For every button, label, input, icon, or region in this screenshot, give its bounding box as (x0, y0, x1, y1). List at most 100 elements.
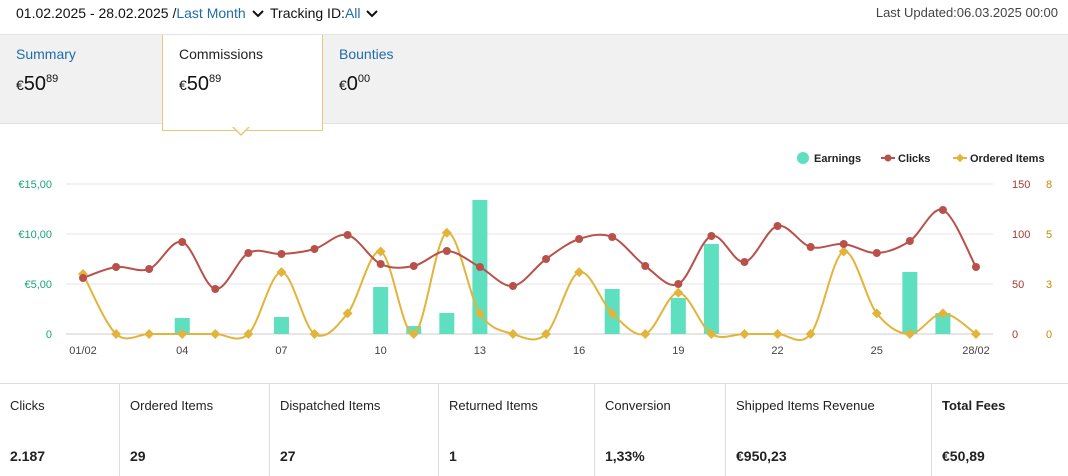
stat-clicks: Clicks 2.187 (0, 384, 120, 476)
ordered-items-point (772, 329, 783, 339)
clicks-point (475, 263, 484, 271)
stat-value: 1,33% (605, 448, 645, 464)
tab-commissions[interactable]: Commissions €5089 (162, 35, 323, 131)
ordered-items-point (607, 308, 618, 319)
y-right-clicks-tick-label: 0 (1012, 329, 1018, 341)
tab-summary[interactable]: Summary €5089 (0, 35, 162, 125)
earnings-bar (670, 298, 686, 334)
clicks-point (938, 206, 947, 214)
clicks-point (244, 249, 253, 257)
ordered-items-point (276, 267, 287, 278)
chart-grid (66, 183, 993, 335)
ordered-items-point (706, 329, 717, 339)
stat-value: 1 (449, 448, 457, 464)
clicks-point (641, 262, 650, 270)
earnings-bar (174, 318, 190, 334)
clicks-point (905, 237, 914, 245)
x-tick-label: 07 (275, 345, 287, 357)
clicks-point (409, 262, 418, 270)
ordered-items-point (574, 267, 585, 278)
stat-value: €950,23 (736, 448, 787, 464)
legend-item[interactable]: Earnings (797, 152, 861, 165)
clicks-point (773, 222, 782, 230)
tab-summary-amount: €5089 (16, 73, 59, 95)
y-left-tick-label: €15,00 (18, 179, 52, 191)
y-right-clicks-tick-label: 100 (1012, 229, 1030, 241)
legend-label: Clicks (898, 153, 930, 165)
x-tick-label: 04 (176, 345, 188, 357)
ordered-items-point (838, 246, 849, 257)
stat-label: Returned Items (449, 398, 538, 413)
ordered-items-point (937, 308, 948, 319)
chart-svg: 0 €5,00 €10,00 €15,00 0 50 100 150 0 3 5 8 01/02 04 07… (18, 152, 1052, 357)
last-updated-text: Last Updated:06.03.2025 00:00 (875, 5, 1058, 20)
clicks-point (740, 258, 749, 266)
stat-value: 29 (130, 448, 146, 464)
tab-commissions-amount: €5089 (179, 73, 222, 95)
chevron-down-icon[interactable] (251, 9, 264, 19)
ordered-items-point (243, 329, 254, 339)
stat-value: €50,89 (942, 448, 985, 464)
ordered-items-point (541, 329, 551, 339)
chart-points (78, 206, 981, 339)
tracking-id-selector[interactable]: Tracking ID:All (270, 5, 379, 21)
legend-label: Earnings (814, 153, 861, 165)
y-right-items-tick-label: 8 (1046, 179, 1052, 191)
ordered-items-point (871, 308, 882, 319)
clicks-point (79, 274, 87, 282)
ordered-items-point (673, 287, 684, 298)
earnings-bar (273, 317, 289, 334)
stat-label: Total Fees (942, 398, 1006, 413)
earnings-bar (373, 287, 389, 334)
y-left-tick-label: €10,00 (18, 229, 52, 241)
chevron-down-icon[interactable] (366, 9, 379, 19)
stat-label: Conversion (605, 398, 671, 413)
legend-clicks-swatch-dot (884, 154, 892, 162)
y-left-tick-label: €5,00 (24, 279, 52, 291)
active-tab-caret (232, 126, 250, 136)
clicks-point (343, 231, 352, 239)
date-range-text: 01.02.2025 - 28.02.2025 / (16, 5, 177, 21)
ordered-items-point (971, 329, 981, 339)
stat-label: Ordered Items (130, 398, 214, 413)
x-tick-label: 28/02 (962, 345, 990, 357)
ordered-items-point (210, 329, 221, 339)
ordered-items-point (441, 227, 452, 238)
chart-legend: Earnings Clicks Ordered Items (797, 152, 1045, 165)
stat-dispatched-items: Dispatched Items 27 (270, 384, 439, 476)
x-tick-label: 16 (573, 345, 585, 357)
clicks-point (112, 263, 121, 271)
clicks-point (442, 247, 451, 255)
date-range-selector[interactable]: 01.02.2025 - 28.02.2025 /Last Month (16, 5, 264, 21)
x-tick-label: 19 (672, 345, 684, 357)
period-dropdown-label[interactable]: Last Month (176, 5, 246, 21)
clicks-point (211, 285, 220, 293)
tracking-id-value[interactable]: All (344, 5, 361, 21)
stat-label: Clicks (10, 398, 45, 413)
legend-item[interactable]: Clicks (881, 153, 930, 165)
legend-item[interactable]: Ordered Items (953, 153, 1045, 165)
earnings-chart: 0 €5,00 €10,00 €15,00 0 50 100 150 0 3 5 8 01/02 04 07… (0, 124, 1068, 382)
legend-items-swatch-diamond (955, 153, 965, 163)
clicks-point (542, 255, 551, 263)
ordered-items-point (805, 329, 816, 339)
clicks-point (707, 232, 716, 240)
earnings-bar (439, 313, 455, 334)
stat-label: Shipped Items Revenue (736, 398, 875, 413)
ordered-items-point (144, 329, 155, 339)
clicks-point (310, 245, 319, 253)
y-right-clicks-tick-label: 50 (1012, 279, 1024, 291)
stat-returned-items: Returned Items 1 (439, 384, 595, 476)
stat-ordered-items: Ordered Items 29 (120, 384, 270, 476)
stat-total-fees: Total Fees €50,89 (932, 384, 1068, 476)
stat-conversion: Conversion 1,33% (595, 384, 726, 476)
earnings-bar (935, 313, 951, 334)
x-tick-label: 25 (871, 345, 883, 357)
tab-bounties[interactable]: Bounties €000 (323, 35, 483, 125)
stat-value: 2.187 (10, 448, 46, 464)
y-right-clicks-tick-label: 150 (1012, 179, 1030, 191)
clicks-point (575, 235, 584, 243)
ordered-items-point (739, 329, 750, 339)
clicks-point (277, 250, 286, 258)
clicks-point (145, 265, 154, 273)
